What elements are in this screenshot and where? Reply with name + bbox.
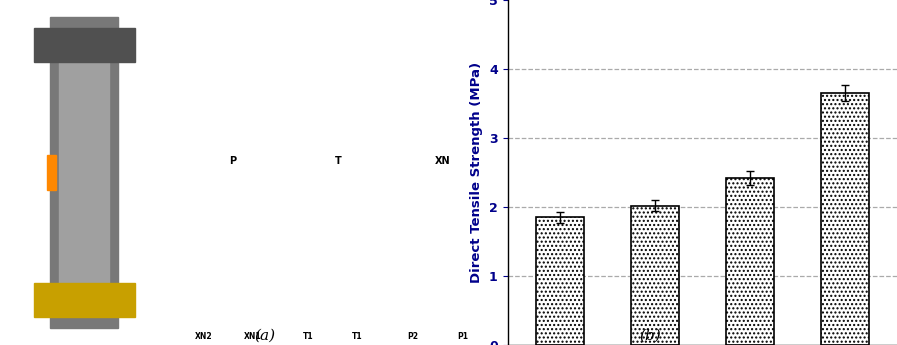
FancyBboxPatch shape bbox=[279, 283, 338, 333]
Bar bbox=[50, 17, 118, 328]
Y-axis label: Direct Tensile Strength (MPa): Direct Tensile Strength (MPa) bbox=[471, 62, 483, 283]
Bar bbox=[59, 34, 109, 310]
Text: (a): (a) bbox=[254, 329, 275, 343]
Bar bbox=[325, 61, 351, 105]
Bar bbox=[438, 330, 487, 343]
FancyBboxPatch shape bbox=[197, 12, 269, 66]
Bar bbox=[414, 154, 472, 167]
Text: P: P bbox=[230, 156, 237, 166]
FancyBboxPatch shape bbox=[279, 186, 338, 254]
FancyBboxPatch shape bbox=[328, 283, 387, 333]
FancyBboxPatch shape bbox=[301, 12, 374, 66]
FancyBboxPatch shape bbox=[433, 186, 492, 254]
Bar bbox=[430, 61, 456, 105]
FancyBboxPatch shape bbox=[174, 186, 233, 254]
FancyBboxPatch shape bbox=[384, 283, 442, 333]
Text: XN2: XN2 bbox=[195, 332, 213, 341]
Bar bbox=[333, 330, 382, 343]
Text: (b): (b) bbox=[640, 329, 661, 343]
Bar bbox=[220, 61, 246, 105]
Bar bbox=[228, 330, 277, 343]
FancyBboxPatch shape bbox=[384, 186, 442, 254]
Text: XN: XN bbox=[435, 156, 450, 166]
Bar bbox=[631, 206, 678, 345]
Text: P1: P1 bbox=[457, 332, 468, 341]
Bar bbox=[194, 249, 213, 286]
Bar bbox=[299, 249, 318, 286]
Text: T1: T1 bbox=[353, 332, 362, 341]
FancyBboxPatch shape bbox=[197, 100, 269, 157]
FancyBboxPatch shape bbox=[406, 12, 479, 66]
Bar bbox=[179, 330, 228, 343]
Text: T: T bbox=[335, 156, 341, 166]
Text: XN1: XN1 bbox=[244, 332, 262, 341]
FancyBboxPatch shape bbox=[301, 100, 374, 157]
FancyBboxPatch shape bbox=[406, 100, 479, 157]
Bar bbox=[48, 155, 56, 190]
FancyBboxPatch shape bbox=[328, 186, 387, 254]
Bar bbox=[404, 249, 423, 286]
Bar bbox=[452, 249, 472, 286]
Bar bbox=[243, 249, 263, 286]
Bar bbox=[34, 28, 135, 62]
Bar bbox=[283, 330, 333, 343]
Text: P2: P2 bbox=[407, 332, 419, 341]
Bar bbox=[348, 249, 368, 286]
Bar bbox=[309, 154, 368, 167]
Bar bbox=[34, 283, 135, 317]
FancyBboxPatch shape bbox=[174, 283, 233, 333]
Bar bbox=[726, 178, 773, 345]
FancyBboxPatch shape bbox=[223, 283, 283, 333]
Bar bbox=[388, 330, 438, 343]
Bar bbox=[204, 154, 263, 167]
FancyBboxPatch shape bbox=[223, 186, 283, 254]
Text: T1: T1 bbox=[303, 332, 314, 341]
Bar bbox=[821, 93, 868, 345]
FancyBboxPatch shape bbox=[433, 283, 492, 333]
Bar bbox=[536, 217, 584, 345]
